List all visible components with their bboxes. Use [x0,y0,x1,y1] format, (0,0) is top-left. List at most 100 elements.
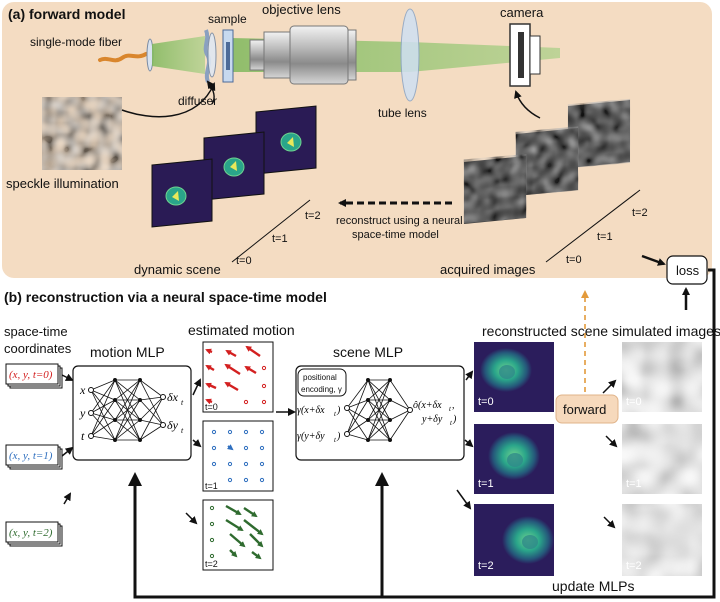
acquired-t0: t=0 [566,254,582,266]
coords-title-line1: space-time [4,324,68,339]
motion-output-dx: δx [167,390,179,404]
scene-input-x-close: ) [336,405,341,416]
motion-input-y: y [79,406,86,420]
motion-mlp-hidden-nodes [113,378,142,442]
forward-box [555,394,619,424]
update-label: update MLPs [552,578,635,594]
motion-field-t2-arrows [225,504,264,560]
forward-to-sim-t1-arrow [605,435,618,448]
coord-label-t0: (x, y, t=0) [9,369,53,381]
motion-input-x: x [79,383,86,397]
simulated-t2-label: t=2 [626,560,642,572]
simulated-t1-label: t=1 [626,478,642,490]
motion-field-t1-label: t=1 [205,481,218,491]
motion-to-field-t1-arrow [192,439,202,448]
forward-label: forward [563,402,606,417]
acquired-t1: t=1 [597,231,613,243]
loss-box [666,255,708,285]
recon-t0-label: t=0 [478,396,494,408]
scene-output-line1-sub: t [449,405,452,413]
scene-mlp-to-recon-t2-arrow [456,489,472,510]
motion-field-t2-label: t=2 [205,559,218,569]
tube-lens-label: tube lens [378,106,427,120]
motion-input-t: t [81,429,85,443]
scene-output-line1: ô(x+δx [413,400,442,411]
scene-output-line1-comma: , [452,400,455,411]
motion-field-t1-arrows [227,444,234,451]
scene-input-x-sub: t [334,410,337,418]
fiber-cable [98,52,148,63]
acquired-images-label: acquired images [440,262,536,277]
diffuser-label: diffuser [178,94,217,108]
recon-t1-label: t=1 [478,478,494,490]
motion-field-t1-points [211,429,265,483]
reconstruct-label-line2: space-time model [352,229,439,241]
loss-label: loss [676,263,700,278]
motion-field-t0 [202,341,274,413]
coord-card-t1: (x, y, t=1) [5,444,63,470]
fiber-label: single-mode fiber [30,35,122,49]
sample-label: sample [208,12,247,26]
scene-mlp-to-recon-t0-arrow [465,370,474,381]
tube-lens [400,8,420,102]
motion-mlp-nodes [88,387,166,439]
motion-field-t2-points [209,505,215,559]
camera-icon [509,23,541,87]
objective-label: objective lens [262,2,341,17]
scene-mlp-nodes [344,378,413,442]
sample-slide-inner [226,42,230,70]
motion-field-t0-points [243,365,267,405]
coords-t0-arrow [61,373,74,381]
objective-lens-icon [249,25,357,85]
motion-field-t0-arrows [205,345,261,405]
motion-mlp-network [90,379,164,441]
acquired-to-loss-arrow [641,254,666,266]
coord-card-t2: (x, y, t=2) [5,521,63,547]
camera-to-images-arrow [514,90,541,119]
scene-time-axis [231,199,311,263]
speckle-illumination-image [42,97,122,170]
recon-frame-t1 [474,424,554,494]
reconstructed-scene-title: reconstructed scene [482,323,608,339]
motion-to-field-t0-arrow [192,378,202,396]
recon-t2-label: t=2 [478,560,494,572]
encoding-line2: encoding, γ [301,385,342,394]
scene-mlp-title: scene MLP [333,344,403,360]
panel-a-title: (a) forward model [8,6,125,22]
scene-input-y: γ(y+δy [297,431,325,442]
coord-card-t0: (x, y, t=0) [5,363,63,389]
motion-field-t0-label: t=0 [205,402,218,412]
recon-frame-t0 [474,342,554,412]
positional-encoding-box [297,368,347,397]
simulated-frame-t1 [622,424,702,494]
scene-input-y-close: ) [336,431,341,442]
scene-output-line2-sub: t [450,419,453,427]
reconstruct-label-line1: reconstruct using a neural [336,215,463,227]
dynamic-scene-stack [151,105,317,228]
update-loop-line [128,268,716,599]
coords-title-line2: coordinates [4,341,72,356]
speckle-to-sample-arrow [121,82,216,118]
forward-to-sim-t2-arrow [603,516,616,529]
scene-input-x: γ(x+δx [297,405,325,416]
acquired-t2: t=2 [632,207,648,219]
scene-t1: t=1 [272,233,288,245]
motion-to-field-t2-arrow [185,512,198,525]
motion-mlp-title: motion MLP [90,344,165,360]
panel-b-title: (b) reconstruction via a neural space-ti… [4,289,327,305]
camera-label: camera [500,5,544,20]
scene-input-y-sub: t [334,436,337,444]
scene-output-line2: y+δy [421,414,443,425]
motion-output-dx-sub: t [181,398,184,407]
simulated-frame-t0 [622,342,702,412]
acquired-time-axis [545,189,641,263]
coord-label-t2: (x, y, t=2) [9,527,53,539]
coords-t1-arrow [61,446,74,457]
motion-field-t1 [202,420,274,492]
simulated-t0-label: t=0 [626,396,642,408]
scene-mlp-to-recon-t1-arrow [464,439,474,448]
scene-t2: t=2 [305,210,321,222]
scene-t0: t=0 [236,255,252,267]
estimated-motion-title: estimated motion [188,322,295,338]
motion-output-dy-sub: t [181,426,184,435]
